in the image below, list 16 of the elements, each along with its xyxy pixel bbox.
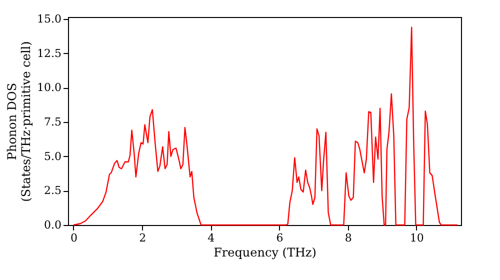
x-tick-label: 0	[70, 232, 78, 244]
y-axis-title: Phonon DOS (States/THz·primitive cell)	[5, 41, 34, 202]
x-tick-label: 2	[139, 232, 146, 244]
y-tick-label: 5.0	[44, 150, 62, 163]
y-tick-label: 12.5	[37, 46, 62, 60]
y-tick-label: 10.0	[37, 81, 62, 94]
y-tick-label: 7.5	[44, 116, 62, 129]
y-tick-label: 0.0	[44, 218, 62, 232]
x-axis-title: Frequency (THz)	[214, 246, 316, 260]
line-series	[72, 26, 458, 226]
x-tick-label: 10	[410, 232, 424, 244]
y-tick-label: 15.0	[37, 12, 62, 26]
y-tick-label: 2.5	[44, 184, 62, 198]
x-tick-label: 8	[344, 232, 352, 244]
x-tick-label: 6	[276, 232, 284, 244]
x-tick-label: 4	[208, 232, 215, 244]
